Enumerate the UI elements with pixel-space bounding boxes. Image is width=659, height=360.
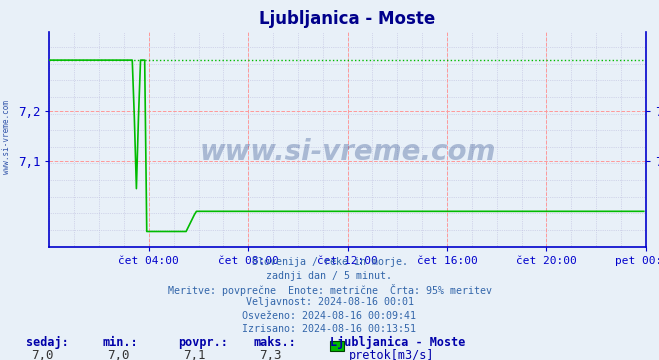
Text: 7,0: 7,0 <box>107 349 130 360</box>
Title: Ljubljanica - Moste: Ljubljanica - Moste <box>260 10 436 28</box>
Text: Ljubljanica - Moste: Ljubljanica - Moste <box>330 336 465 348</box>
Text: www.si-vreme.com: www.si-vreme.com <box>2 100 11 174</box>
Text: Meritve: povprečne  Enote: metrične  Črta: 95% meritev: Meritve: povprečne Enote: metrične Črta:… <box>167 284 492 296</box>
Text: Osveženo: 2024-08-16 00:09:41: Osveženo: 2024-08-16 00:09:41 <box>243 311 416 321</box>
Text: www.si-vreme.com: www.si-vreme.com <box>200 138 496 166</box>
Text: 7,3: 7,3 <box>259 349 281 360</box>
Text: Izrisano: 2024-08-16 00:13:51: Izrisano: 2024-08-16 00:13:51 <box>243 324 416 334</box>
Text: povpr.:: povpr.: <box>178 336 228 348</box>
Text: min.:: min.: <box>102 336 138 348</box>
Text: sedaj:: sedaj: <box>26 336 69 348</box>
Text: 7,0: 7,0 <box>32 349 54 360</box>
Text: pretok[m3/s]: pretok[m3/s] <box>349 349 435 360</box>
Text: 7,1: 7,1 <box>183 349 206 360</box>
Text: maks.:: maks.: <box>254 336 297 348</box>
Text: zadnji dan / 5 minut.: zadnji dan / 5 minut. <box>266 271 393 281</box>
Text: Veljavnost: 2024-08-16 00:01: Veljavnost: 2024-08-16 00:01 <box>246 297 413 307</box>
Text: Slovenija / reke in morje.: Slovenija / reke in morje. <box>252 257 407 267</box>
